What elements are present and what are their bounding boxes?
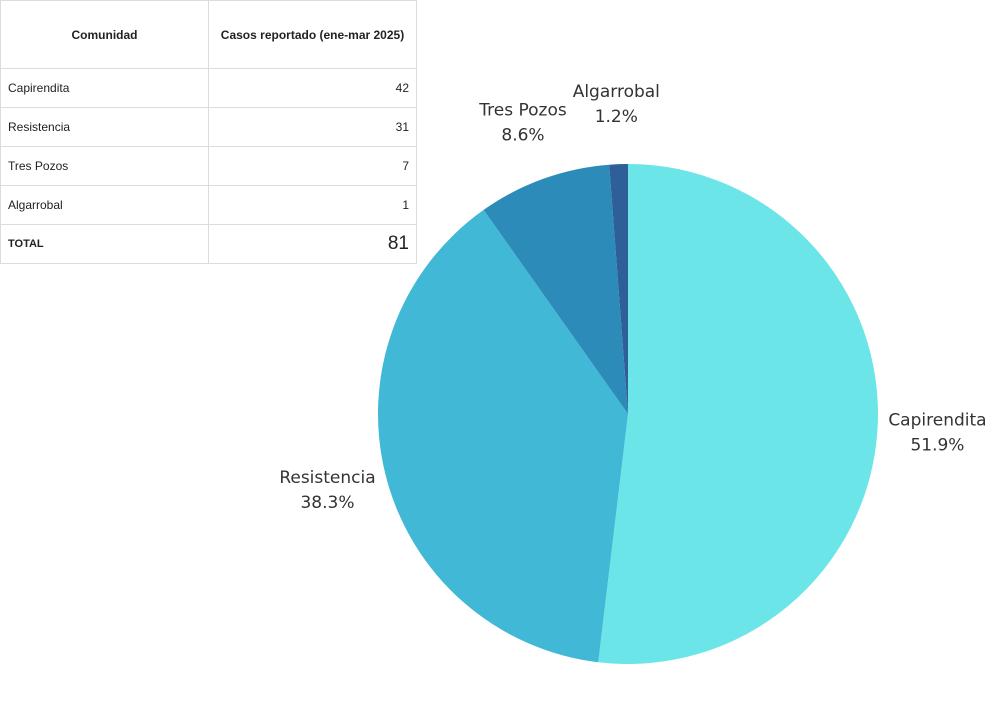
total-label: TOTAL — [0, 224, 209, 264]
column-header: Casos reportado (ene-mar 2025) — [208, 0, 417, 69]
cell-value: 31 — [208, 107, 417, 147]
table-row: Tres Pozos 7 — [0, 146, 417, 186]
header-row: Comunidad Casos reportado (ene-mar 2025) — [0, 0, 417, 69]
slice-value-label: 8.6% — [501, 125, 544, 145]
table-row: Capirendita 42 — [0, 68, 417, 108]
total-value: 81 — [208, 224, 417, 264]
pie-slice — [598, 164, 878, 664]
cell-value: 7 — [208, 146, 417, 186]
table-row: Algarrobal 1 — [0, 185, 417, 225]
pie-slice — [483, 164, 628, 414]
slice-value-label: 51.9% — [910, 435, 964, 455]
table-body: Capirendita 42 Resistencia 31 Tres Pozos 7 Alg… — [0, 68, 417, 264]
slice-value-label: 1.2% — [595, 107, 638, 127]
total-row: TOTAL 81 — [0, 224, 417, 264]
data-table: Comunidad Casos reportado (ene-mar 2025) … — [0, 0, 417, 264]
slice-label: Tres Pozos — [478, 100, 567, 120]
slice-label: Resistencia — [279, 468, 375, 488]
slice-value-label: 38.3% — [300, 493, 354, 513]
cell-name: Tres Pozos — [0, 146, 209, 186]
slice-label: Capirendita — [888, 410, 986, 430]
cell-value: 42 — [208, 68, 417, 108]
slice-label: Algarrobal — [573, 82, 660, 102]
column-header: Comunidad — [0, 0, 209, 69]
pie-slice — [609, 164, 628, 414]
table-row: Resistencia 31 — [0, 107, 417, 147]
pie-slice — [378, 209, 628, 663]
